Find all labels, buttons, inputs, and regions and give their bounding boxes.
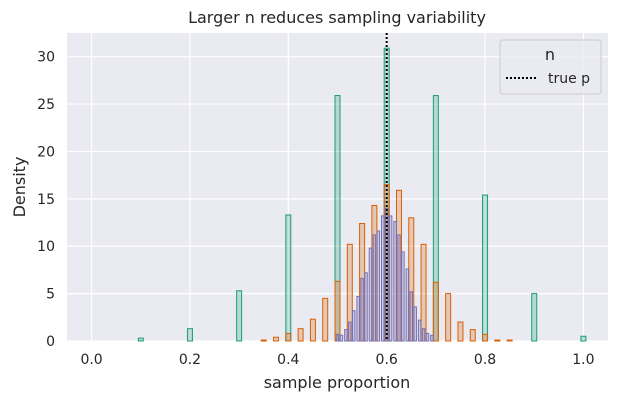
bar-n160-4	[352, 310, 356, 342]
bar-n40-18	[482, 333, 489, 342]
bar-n160-0	[335, 333, 340, 342]
bar-n10-8	[531, 293, 538, 342]
bar-n10-7	[482, 194, 489, 342]
bar-n40-20	[506, 339, 513, 342]
y-axis-label: Density	[10, 157, 29, 218]
bar-n10-2	[236, 290, 243, 342]
y-tick-label: 10	[37, 239, 55, 255]
bar-n40-6	[334, 280, 341, 342]
legend: n true p	[499, 39, 602, 95]
bar-n40-1	[273, 336, 280, 342]
bar-n160-19	[413, 306, 417, 342]
legend-true-p-label: true p	[548, 71, 590, 87]
x-tick-label: 0.4	[277, 352, 299, 368]
grid-lines	[67, 33, 608, 342]
bar-n40-5	[322, 297, 329, 342]
bar-n40-0	[260, 339, 267, 342]
bar-n40-16	[457, 321, 464, 342]
bar-n160-7	[364, 272, 368, 342]
chart-title: Larger n reduces sampling variability	[188, 8, 486, 27]
y-tick-label: 20	[37, 144, 55, 160]
bar-n40-13	[420, 243, 427, 342]
bar-n40-4	[309, 318, 316, 342]
bar-n40-19	[494, 339, 501, 342]
y-tick-label: 5	[46, 287, 55, 303]
bar-n40-14	[432, 281, 439, 342]
y-tick-label: 0	[46, 334, 55, 350]
bar-n40-2	[285, 332, 292, 342]
bar-n40-15	[445, 293, 452, 342]
x-tick-labels: 0.0 0.2 0.4 0.6 0.8 1.0	[80, 352, 594, 368]
bar-n160-5	[356, 295, 360, 342]
bar-n160-22	[425, 332, 430, 342]
bar-n160-15	[397, 234, 401, 342]
bar-n160-14	[393, 221, 397, 342]
x-tick-label: 0.2	[179, 352, 201, 368]
y-tick-label: 15	[37, 192, 55, 208]
bar-n160-3	[348, 321, 352, 342]
bar-n160-16	[401, 251, 405, 342]
bar-n160-21	[421, 328, 426, 342]
bar-n40-3	[297, 328, 304, 342]
bar-n160-8	[368, 247, 373, 342]
y-tick-label: 25	[37, 97, 55, 113]
bar-n160-1	[339, 334, 344, 342]
bar-n160-13	[388, 215, 393, 342]
bar-n160-9	[372, 234, 377, 342]
bar-n160-10	[376, 230, 381, 342]
y-tick-labels: 0 5 10 15 20 25 30	[37, 50, 55, 350]
y-tick-label: 30	[37, 50, 55, 66]
bar-n160-23	[430, 334, 434, 342]
bar-n160-6	[360, 277, 364, 342]
x-tick-label: 1.0	[572, 352, 594, 368]
x-tick-label: 0.8	[474, 352, 496, 368]
x-axis-label: sample proportion	[264, 373, 411, 392]
x-tick-label: 0.6	[376, 352, 398, 368]
bar-n40-17	[469, 329, 476, 342]
bar-n160-2	[344, 329, 348, 342]
bar-n10-1	[186, 328, 193, 342]
bar-n10-9	[580, 335, 587, 342]
x-tick-label: 0.0	[80, 352, 102, 368]
bar-n10-0	[137, 337, 144, 342]
legend-title: n	[545, 45, 555, 64]
bar-n160-11	[381, 215, 385, 342]
legend-box	[499, 39, 602, 95]
bar-n160-18	[409, 291, 413, 342]
bar-n160-17	[405, 268, 410, 342]
bar-n10-3	[285, 214, 292, 342]
bar-n160-20	[417, 319, 422, 342]
